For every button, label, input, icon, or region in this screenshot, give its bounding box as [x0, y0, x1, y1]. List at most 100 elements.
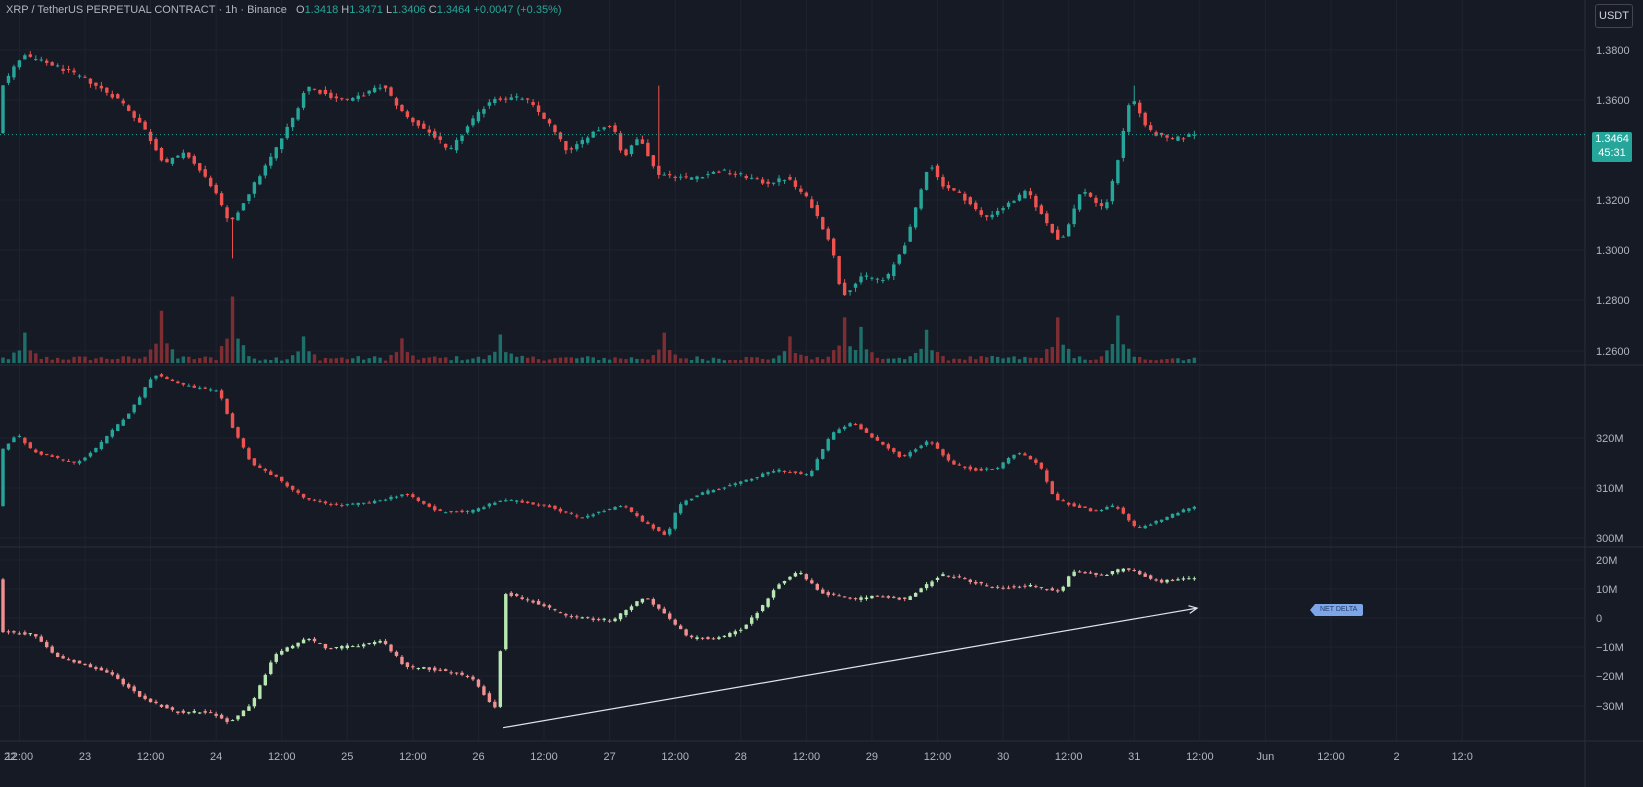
volume-bar	[148, 349, 153, 363]
candle-body	[148, 131, 153, 141]
currency-button[interactable]: USDT	[1595, 4, 1633, 28]
volume-bar	[1001, 358, 1005, 363]
candle-body	[602, 510, 606, 512]
candle-body	[651, 155, 656, 167]
volume-bar	[285, 359, 289, 363]
candle-body	[137, 690, 142, 697]
y-tick-label: −10M	[1596, 642, 1624, 654]
candle-body	[717, 171, 721, 173]
candle-body	[1017, 194, 1022, 201]
candle-body	[1023, 190, 1027, 199]
candle-body	[110, 429, 114, 437]
candle-body	[1088, 192, 1093, 197]
candle-body	[493, 701, 497, 708]
x-tick-label: 23	[79, 751, 91, 763]
candle-body	[372, 641, 377, 645]
volume-bar	[607, 359, 612, 363]
candle-body	[1088, 508, 1093, 512]
candle-body	[94, 448, 98, 452]
volume-bar	[711, 357, 716, 363]
volume-bar	[39, 359, 43, 363]
ohlc-close-key: C	[428, 4, 437, 16]
candle-body	[345, 98, 349, 100]
y-tick-label: 0	[1596, 613, 1602, 625]
volume-bar	[493, 351, 497, 363]
candle-body	[990, 586, 994, 588]
candle-body	[520, 500, 524, 503]
candle-body	[154, 375, 158, 379]
candle-body	[203, 711, 207, 713]
candle-body	[788, 177, 792, 180]
candle-body	[55, 456, 60, 458]
candle-body	[143, 695, 147, 699]
candle-body	[575, 515, 579, 517]
y-tick-label: 10M	[1596, 584, 1617, 596]
candle-body	[1192, 134, 1197, 136]
volume-bar	[1181, 360, 1186, 363]
volume-bar	[553, 358, 557, 363]
candle-body	[870, 595, 874, 599]
candle-body	[99, 667, 104, 671]
candle-body	[613, 506, 617, 510]
volume-bar	[6, 359, 11, 363]
candle-body	[536, 504, 541, 506]
candle-body	[181, 710, 186, 713]
candle-body	[1056, 229, 1060, 240]
volume-bar	[979, 356, 983, 363]
candle-body	[739, 629, 743, 631]
candle-body	[269, 662, 273, 674]
candle-body	[1034, 196, 1038, 208]
volume-bar	[219, 346, 224, 363]
candle-body	[340, 98, 344, 100]
candle-body	[203, 387, 207, 389]
y-tick-label: 320M	[1596, 433, 1624, 445]
candle-body	[296, 642, 300, 647]
candle-body	[525, 599, 530, 601]
volume-bar	[1028, 357, 1033, 363]
volume-bar	[1056, 317, 1060, 363]
volume-bar	[974, 359, 978, 363]
x-tick-label: 12:00	[137, 751, 165, 763]
candle-body	[198, 387, 202, 389]
candle-body	[618, 133, 623, 151]
candle-body	[766, 472, 770, 475]
volume-bar	[760, 358, 765, 363]
volume-bar	[596, 360, 601, 363]
candle-body	[957, 464, 962, 466]
candle-body	[1121, 507, 1126, 514]
volume-bar	[689, 359, 694, 363]
candle-body	[460, 672, 464, 675]
candle-body	[859, 424, 863, 430]
candle-body	[569, 616, 574, 618]
volume-bar	[465, 359, 470, 363]
volume-bar	[422, 357, 426, 363]
x-tick-label: 25	[341, 751, 353, 763]
candle-body	[361, 644, 366, 647]
candle-body	[624, 506, 628, 508]
volume-bar	[684, 358, 688, 363]
y-tick-label: 1.3600	[1596, 95, 1630, 107]
volume-bar	[881, 358, 885, 363]
volume-bar	[777, 355, 781, 363]
candle-body	[607, 620, 612, 622]
candle-body	[280, 650, 284, 655]
candle-body	[405, 111, 410, 118]
y-tick-label: 1.2800	[1596, 295, 1630, 307]
candle-body	[1072, 208, 1076, 225]
candle-body	[329, 504, 333, 506]
volume-bar	[105, 358, 109, 363]
volume-bar	[504, 352, 508, 363]
candle-body	[750, 617, 754, 624]
candle-body	[810, 580, 814, 584]
volume-bar	[673, 354, 677, 363]
candle-body	[1056, 493, 1060, 501]
candle-body	[1045, 213, 1049, 224]
net-delta-label: NET DELTA	[1310, 604, 1364, 616]
candle-body	[318, 500, 322, 502]
candle-body	[1159, 579, 1164, 583]
candle-body	[739, 173, 743, 175]
candle-body	[498, 98, 503, 100]
candle-body	[1159, 132, 1164, 136]
volume-bar	[580, 357, 584, 363]
